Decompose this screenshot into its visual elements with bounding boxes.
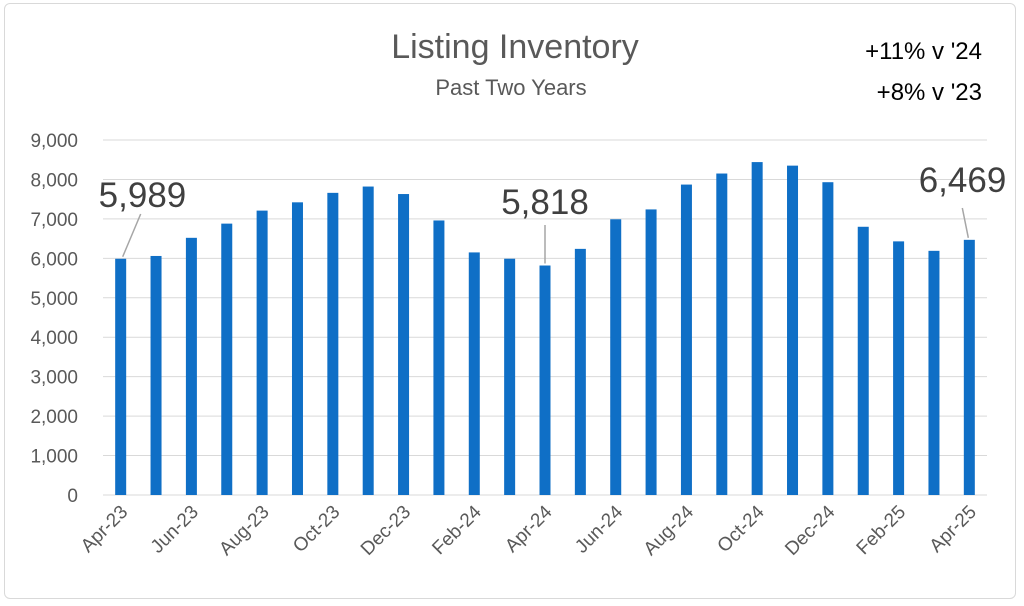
bar — [468, 252, 480, 495]
x-axis: Apr-23 Jun-23 Aug-23 Oct-23 Dec-23 Feb-24 Apr-… — [77, 501, 981, 559]
y-tick-label: 5,000 — [30, 289, 78, 310]
y-tick-label: 1,000 — [30, 447, 78, 468]
data-label-leader — [121, 213, 142, 258]
bar — [751, 162, 763, 496]
x-tick-label: Aug-23 — [215, 502, 273, 560]
bar — [645, 209, 657, 495]
bar — [716, 173, 728, 495]
change-vs-24: +11% v '24 — [865, 38, 982, 65]
bar — [680, 184, 692, 496]
y-tick-label: 2,000 — [30, 407, 78, 428]
bars — [115, 162, 975, 496]
bar — [291, 202, 303, 496]
change-vs-23: +8% v '23 — [877, 79, 982, 106]
y-tick-label: 7,000 — [30, 210, 78, 231]
x-tick-label: Oct-23 — [289, 502, 344, 557]
bar — [574, 248, 586, 495]
bar — [928, 250, 940, 495]
bar — [857, 226, 869, 495]
y-axis: 0 1,000 2,000 3,000 4,000 5,000 6,000 7,000 8,00… — [30, 131, 78, 507]
chart-title: Listing Inventory — [391, 28, 639, 66]
bar — [327, 192, 339, 495]
data-label-leader — [961, 207, 970, 238]
x-tick-label: Apr-24 — [501, 501, 556, 556]
bar — [822, 182, 834, 495]
x-tick-label: Oct-24 — [714, 501, 769, 556]
data-labels: 5,989 5,818 6,469 — [99, 161, 1007, 264]
bar — [504, 258, 516, 495]
bar — [150, 255, 162, 495]
bar — [539, 265, 551, 495]
chart-subtitle: Past Two Years — [435, 75, 586, 100]
y-tick-label: 9,000 — [30, 131, 78, 152]
bar — [893, 241, 905, 495]
chart-frame — [4, 3, 1016, 599]
x-tick-label: Dec-23 — [357, 502, 415, 560]
x-tick-label: Apr-25 — [926, 502, 981, 557]
x-tick-label: Aug-24 — [640, 501, 698, 559]
y-tick-label: 8,000 — [30, 170, 78, 191]
bar — [433, 220, 445, 495]
x-tick-label: Feb-25 — [853, 502, 910, 559]
x-tick-label: Dec-24 — [781, 501, 839, 559]
bar — [221, 223, 233, 495]
y-tick-label: 3,000 — [30, 368, 78, 389]
bar — [115, 258, 127, 495]
bar — [256, 210, 268, 495]
bar — [610, 219, 622, 496]
data-label: 5,818 — [501, 183, 589, 222]
y-tick-label: 6,000 — [30, 249, 78, 270]
y-tick-label: 0 — [67, 486, 78, 507]
bar — [185, 237, 197, 496]
x-tick-label: Jun-24 — [571, 501, 627, 557]
data-label: 5,989 — [99, 176, 187, 215]
x-tick-label: Apr-23 — [77, 502, 132, 557]
bar — [362, 186, 374, 496]
x-tick-label: Jun-23 — [147, 502, 203, 558]
bar — [787, 165, 799, 495]
data-label: 6,469 — [919, 161, 1007, 200]
bar — [963, 239, 975, 495]
y-tick-label: 4,000 — [30, 328, 78, 349]
gridlines — [103, 139, 987, 496]
bar — [398, 194, 410, 496]
x-tick-label: Feb-24 — [428, 501, 486, 559]
